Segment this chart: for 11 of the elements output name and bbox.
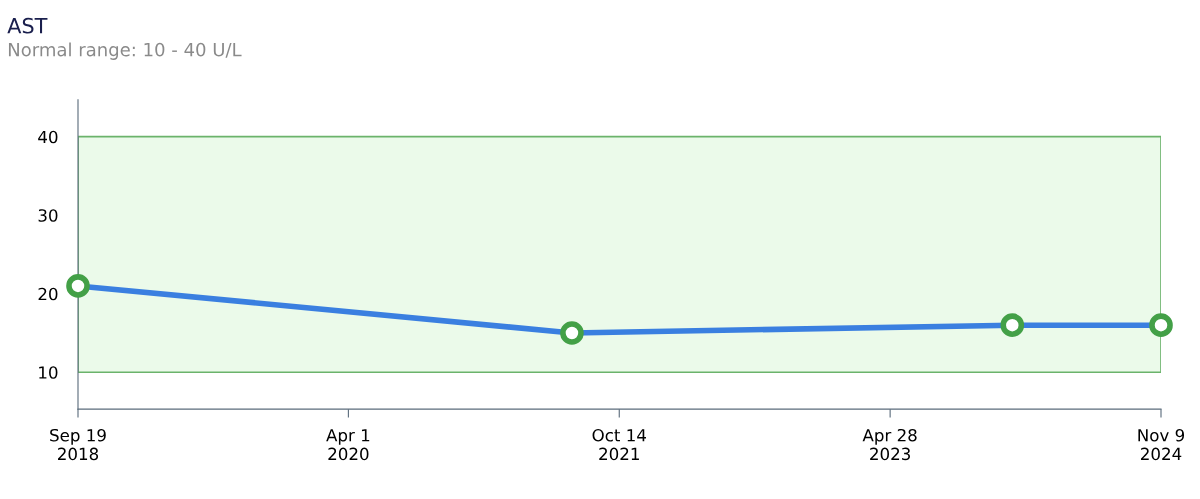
x-tick-label: Oct 14 2021 xyxy=(592,428,646,461)
x-tick-label: Apr 28 2023 xyxy=(862,428,917,461)
chart-title: AST xyxy=(7,17,48,34)
y-tick-label: 40 xyxy=(38,130,58,144)
chart-subtitle: Normal range: 10 - 40 U/L xyxy=(8,42,242,60)
y-tick-label: 10 xyxy=(39,366,58,379)
y-tick-label: 20 xyxy=(38,287,58,301)
x-tick-label: Nov 9 2024 xyxy=(1138,428,1185,461)
x-tick-label: Apr 1 2020 xyxy=(326,429,370,461)
y-tick-label: 30 xyxy=(38,209,58,222)
x-tick-label: Sep 19 2018 xyxy=(50,428,106,461)
